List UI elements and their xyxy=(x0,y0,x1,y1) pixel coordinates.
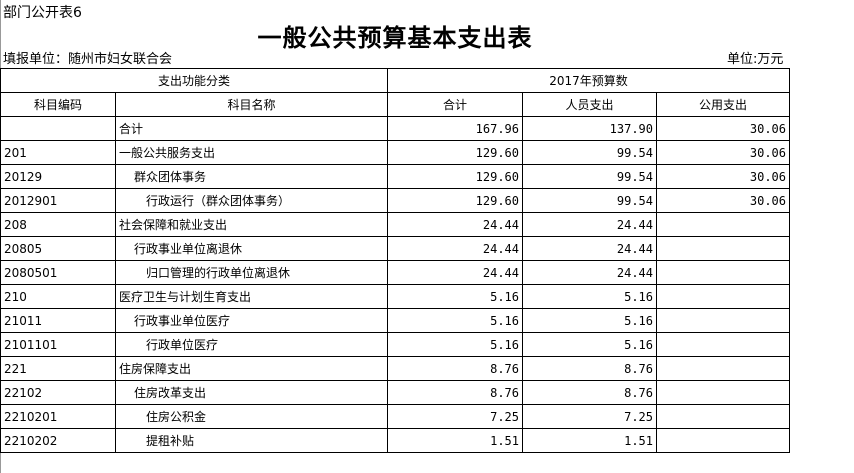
table-row: 22102 住房改革支出 8.76 8.76 xyxy=(0,380,790,405)
header-total: 合计 xyxy=(387,92,523,117)
header-function-class: 支出功能分类 xyxy=(0,68,388,93)
name-cell: 合计 xyxy=(115,116,388,141)
code-cell xyxy=(0,116,116,141)
code-cell: 21011 xyxy=(0,308,116,333)
header-code: 科目编码 xyxy=(0,92,116,117)
public-cell xyxy=(656,380,790,405)
table-row: 21011 行政事业单位医疗 5.16 5.16 xyxy=(0,308,790,333)
header-budget-year: 2017年预算数 xyxy=(387,68,790,93)
name-cell: 社会保障和就业支出 xyxy=(115,212,388,237)
public-cell: 30.06 xyxy=(656,188,790,213)
name-cell: 行政运行（群众团体事务） xyxy=(115,188,388,213)
code-cell: 2210202 xyxy=(0,428,116,453)
header-name: 科目名称 xyxy=(115,92,388,117)
total-cell: 1.51 xyxy=(387,428,523,453)
table-row: 2080501 归口管理的行政单位离退休 24.44 24.44 xyxy=(0,260,790,285)
code-cell: 221 xyxy=(0,356,116,381)
total-cell: 129.60 xyxy=(387,164,523,189)
name-cell: 医疗卫生与计划生育支出 xyxy=(115,284,388,309)
personnel-cell: 5.16 xyxy=(522,284,657,309)
personnel-cell: 24.44 xyxy=(522,212,657,237)
total-cell: 129.60 xyxy=(387,188,523,213)
table-row: 210 医疗卫生与计划生育支出 5.16 5.16 xyxy=(0,284,790,309)
public-cell xyxy=(656,308,790,333)
personnel-cell: 24.44 xyxy=(522,236,657,261)
table-row: 2210202 提租补贴 1.51 1.51 xyxy=(0,428,790,453)
total-cell: 24.44 xyxy=(387,212,523,237)
total-cell: 167.96 xyxy=(387,116,523,141)
total-cell: 5.16 xyxy=(387,308,523,333)
personnel-cell: 8.76 xyxy=(522,380,657,405)
public-cell xyxy=(656,284,790,309)
total-cell: 5.16 xyxy=(387,284,523,309)
personnel-cell: 1.51 xyxy=(522,428,657,453)
personnel-cell: 137.90 xyxy=(522,116,657,141)
public-cell xyxy=(656,332,790,357)
personnel-cell: 99.54 xyxy=(522,140,657,165)
public-cell xyxy=(656,356,790,381)
code-cell: 201 xyxy=(0,140,116,165)
table-row: 221 住房保障支出 8.76 8.76 xyxy=(0,356,790,381)
table-row: 20129 群众团体事务 129.60 99.54 30.06 xyxy=(0,164,790,189)
public-cell: 30.06 xyxy=(656,164,790,189)
table-row: 201 一般公共服务支出 129.60 99.54 30.06 xyxy=(0,140,790,165)
unit-label: 单位:万元 xyxy=(727,52,784,67)
table-row: 208 社会保障和就业支出 24.44 24.44 xyxy=(0,212,790,237)
budget-table: 支出功能分类 2017年预算数 科目编码 科目名称 合计 人员支出 公用支出 合计 167.… xyxy=(0,68,790,453)
code-cell: 22102 xyxy=(0,380,116,405)
code-cell: 2080501 xyxy=(0,260,116,285)
code-cell: 20805 xyxy=(0,236,116,261)
personnel-cell: 7.25 xyxy=(522,404,657,429)
table-row: 2012901 行政运行（群众团体事务） 129.60 99.54 30.06 xyxy=(0,188,790,213)
code-cell: 210 xyxy=(0,284,116,309)
name-cell: 住房改革支出 xyxy=(115,380,388,405)
name-cell: 行政事业单位医疗 xyxy=(115,308,388,333)
name-cell: 提租补贴 xyxy=(115,428,388,453)
personnel-cell: 99.54 xyxy=(522,188,657,213)
name-cell: 行政单位医疗 xyxy=(115,332,388,357)
table-tag: 部门公开表6 xyxy=(3,5,82,21)
page-title: 一般公共预算基本支出表 xyxy=(257,23,533,52)
public-cell xyxy=(656,260,790,285)
table-row: 2210201 住房公积金 7.25 7.25 xyxy=(0,404,790,429)
reporting-unit: 填报单位：随州市妇女联合会 xyxy=(3,52,173,67)
public-cell xyxy=(656,428,790,453)
total-cell: 24.44 xyxy=(387,260,523,285)
public-cell: 30.06 xyxy=(656,116,790,141)
header-personnel: 人员支出 xyxy=(522,92,657,117)
code-cell: 2012901 xyxy=(0,188,116,213)
public-cell xyxy=(656,404,790,429)
personnel-cell: 8.76 xyxy=(522,356,657,381)
code-cell: 2210201 xyxy=(0,404,116,429)
header-public: 公用支出 xyxy=(656,92,790,117)
table-row: 20805 行政事业单位离退休 24.44 24.44 xyxy=(0,236,790,261)
personnel-cell: 24.44 xyxy=(522,260,657,285)
code-cell: 208 xyxy=(0,212,116,237)
name-cell: 住房保障支出 xyxy=(115,356,388,381)
public-cell: 30.06 xyxy=(656,140,790,165)
total-cell: 129.60 xyxy=(387,140,523,165)
public-cell xyxy=(656,212,790,237)
total-cell: 7.25 xyxy=(387,404,523,429)
total-cell: 8.76 xyxy=(387,380,523,405)
public-cell xyxy=(656,236,790,261)
code-cell: 2101101 xyxy=(0,332,116,357)
name-cell: 群众团体事务 xyxy=(115,164,388,189)
table-row: 2101101 行政单位医疗 5.16 5.16 xyxy=(0,332,790,357)
personnel-cell: 5.16 xyxy=(522,308,657,333)
personnel-cell: 99.54 xyxy=(522,164,657,189)
total-cell: 8.76 xyxy=(387,356,523,381)
name-cell: 行政事业单位离退休 xyxy=(115,236,388,261)
name-cell: 住房公积金 xyxy=(115,404,388,429)
code-cell: 20129 xyxy=(0,164,116,189)
name-cell: 归口管理的行政单位离退休 xyxy=(115,260,388,285)
name-cell: 一般公共服务支出 xyxy=(115,140,388,165)
personnel-cell: 5.16 xyxy=(522,332,657,357)
total-cell: 24.44 xyxy=(387,236,523,261)
total-cell: 5.16 xyxy=(387,332,523,357)
table-row: 合计 167.96 137.90 30.06 xyxy=(0,116,790,141)
